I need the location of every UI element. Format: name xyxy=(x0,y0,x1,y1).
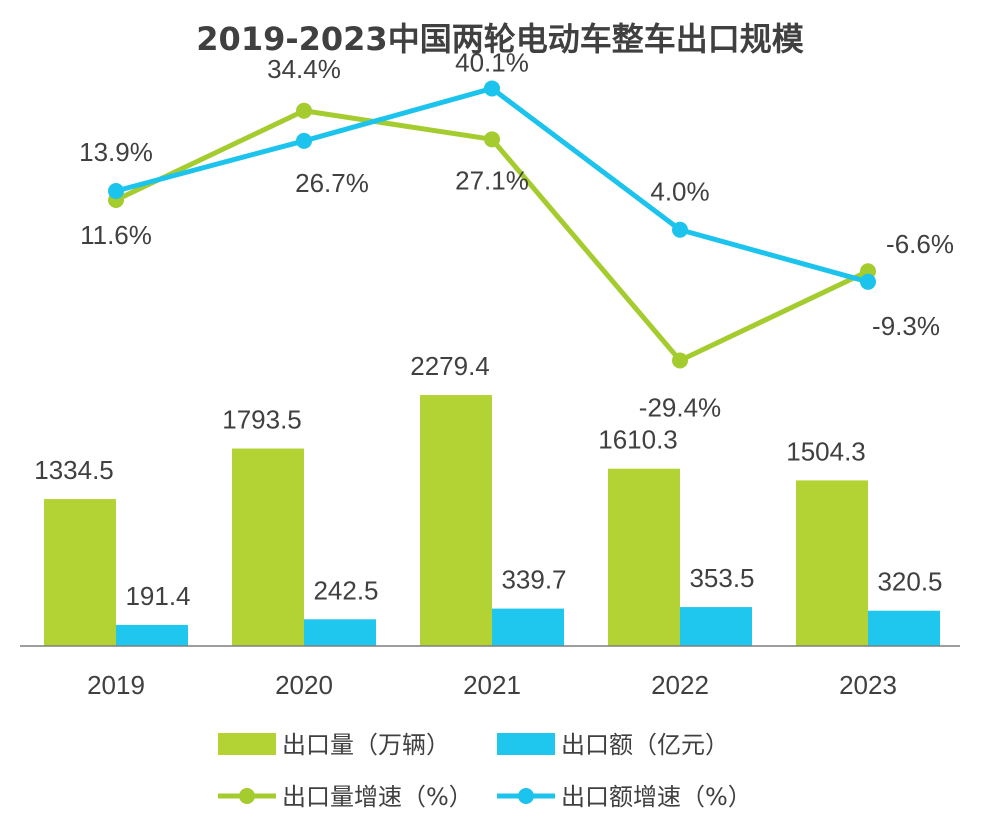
label-export-value-2022: 353.5 xyxy=(689,563,754,593)
point-volume-growth-2020 xyxy=(296,102,312,119)
bar-export-volume-2019 xyxy=(44,499,116,646)
label-value-growth-2023: -9.3% xyxy=(872,311,940,341)
label-export-value-2020: 242.5 xyxy=(313,575,378,605)
legend-export-volume-label: 出口量（万辆） xyxy=(282,731,450,759)
label-volume-growth-2021: 27.1% xyxy=(455,165,529,195)
legend-export-volume-swatch xyxy=(218,733,276,755)
bar-export-value-2021 xyxy=(492,608,564,646)
line-labels-layer: 11.6% 34.4% 27.1% -29.4% -6.6% 13.9% 26.7% 40.1… xyxy=(79,47,954,422)
label-export-volume-2021: 2279.4 xyxy=(410,351,490,381)
x-tick-2020: 2020 xyxy=(275,670,333,700)
label-volume-growth-2022: -29.4% xyxy=(639,392,721,422)
bar-export-volume-2020 xyxy=(232,448,304,646)
chart-title: 2019-2023中国两轮电动车整车出口规模 xyxy=(196,20,803,58)
legend-export-value-swatch xyxy=(497,733,555,755)
label-value-growth-2022: 4.0% xyxy=(650,177,709,207)
legend: 出口量（万辆） 出口额（亿元） 出口量增速（%） 出口额增速（%） xyxy=(218,731,752,811)
legend-export-value-label: 出口额（亿元） xyxy=(561,731,729,759)
bar-export-volume-2023 xyxy=(796,480,868,646)
line-volume-growth xyxy=(114,108,870,363)
legend-volume-growth-label: 出口量增速（%） xyxy=(282,783,473,811)
label-export-volume-2019: 1334.5 xyxy=(34,455,114,485)
x-tick-2019: 2019 xyxy=(87,670,145,700)
label-value-growth-2019: 13.9% xyxy=(79,137,153,167)
legend-volume-growth-marker xyxy=(239,788,255,804)
bar-export-value-2019 xyxy=(116,624,188,646)
x-axis-ticks: 2019 2020 2021 2022 2023 xyxy=(87,670,897,700)
point-volume-growth-2022 xyxy=(672,352,688,369)
label-export-volume-2022: 1610.3 xyxy=(598,425,678,455)
x-tick-2021: 2021 xyxy=(463,670,521,700)
bar-export-value-2020 xyxy=(304,619,376,646)
point-value-growth-2021 xyxy=(484,80,500,97)
point-value-growth-2019 xyxy=(108,182,124,199)
point-value-growth-2023 xyxy=(860,273,876,290)
bar-export-volume-2022 xyxy=(608,468,680,646)
bar-export-value-2023 xyxy=(868,610,940,646)
point-value-growth-2022 xyxy=(672,221,688,238)
label-volume-growth-2019: 11.6% xyxy=(80,220,152,250)
label-export-value-2019: 191.4 xyxy=(125,581,190,611)
label-value-growth-2021: 40.1% xyxy=(455,47,529,77)
label-volume-growth-2023: -6.6% xyxy=(886,229,954,259)
point-value-growth-2020 xyxy=(296,132,312,149)
point-volume-growth-2021 xyxy=(484,131,500,148)
lines-layer xyxy=(108,80,876,369)
legend-value-growth-marker xyxy=(518,788,534,804)
bar-labels-layer: 1334.5 1793.5 2279.4 1610.3 1504.3 191.4 242.5… xyxy=(34,351,942,611)
label-value-growth-2020: 26.7% xyxy=(295,168,369,198)
label-volume-growth-2020: 34.4% xyxy=(267,54,341,84)
label-export-volume-2023: 1504.3 xyxy=(786,436,866,466)
label-export-volume-2020: 1793.5 xyxy=(222,405,302,435)
label-export-value-2023: 320.5 xyxy=(877,567,942,597)
bars-layer xyxy=(44,395,940,646)
bar-export-volume-2021 xyxy=(420,395,492,646)
bar-export-value-2022 xyxy=(680,607,752,646)
x-tick-2023: 2023 xyxy=(839,670,897,700)
legend-value-growth-label: 出口额增速（%） xyxy=(561,783,752,811)
label-export-value-2021: 339.7 xyxy=(501,565,566,595)
x-tick-2022: 2022 xyxy=(651,670,709,700)
